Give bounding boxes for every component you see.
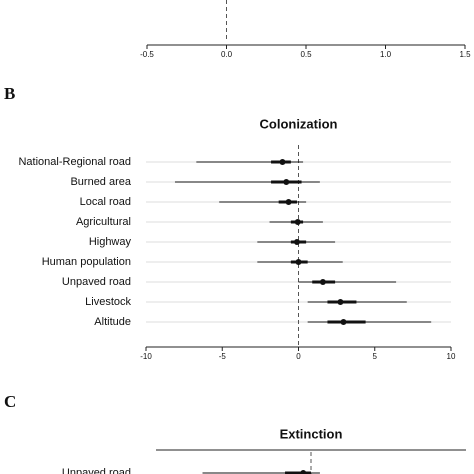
- estimate: [293, 239, 300, 245]
- estimate: [279, 159, 286, 165]
- estimate: [294, 219, 301, 225]
- estimate: [283, 179, 290, 185]
- estimate: [319, 279, 326, 285]
- x-tick-label: 5: [373, 352, 378, 361]
- row-label: National-Regional road: [18, 156, 131, 168]
- x-tick-label: -0.5: [140, 50, 154, 59]
- x-tick-label: 1.0: [380, 50, 392, 59]
- x-tick-label: 0.0: [221, 50, 233, 59]
- row-label: Local road: [80, 196, 131, 208]
- row-label: Highway: [89, 236, 132, 248]
- row-label: Human population: [42, 256, 131, 268]
- x-tick-label: -5: [219, 352, 227, 361]
- row-label: Agricultural: [76, 216, 131, 228]
- row-label: Burned area: [70, 176, 131, 188]
- chart-title: Extinction: [280, 426, 343, 441]
- panel-label: B: [4, 84, 15, 103]
- x-tick-label: 0.5: [300, 50, 312, 59]
- estimate: [340, 319, 347, 325]
- estimate: [300, 470, 307, 474]
- row-label: Altitude: [94, 316, 131, 328]
- estimate: [337, 299, 344, 305]
- x-tick-label: 0: [296, 352, 301, 361]
- x-tick-label: 1.5: [459, 50, 471, 59]
- panel-label: C: [4, 392, 16, 411]
- x-tick-label: 10: [447, 352, 456, 361]
- row-label: Unpaved road: [62, 276, 131, 288]
- chart-title: Colonization: [260, 116, 338, 131]
- row-label: Unpaved road: [62, 467, 131, 474]
- estimate: [285, 199, 292, 205]
- row-label: Livestock: [85, 296, 131, 308]
- x-tick-label: -10: [140, 352, 152, 361]
- estimate: [295, 259, 302, 265]
